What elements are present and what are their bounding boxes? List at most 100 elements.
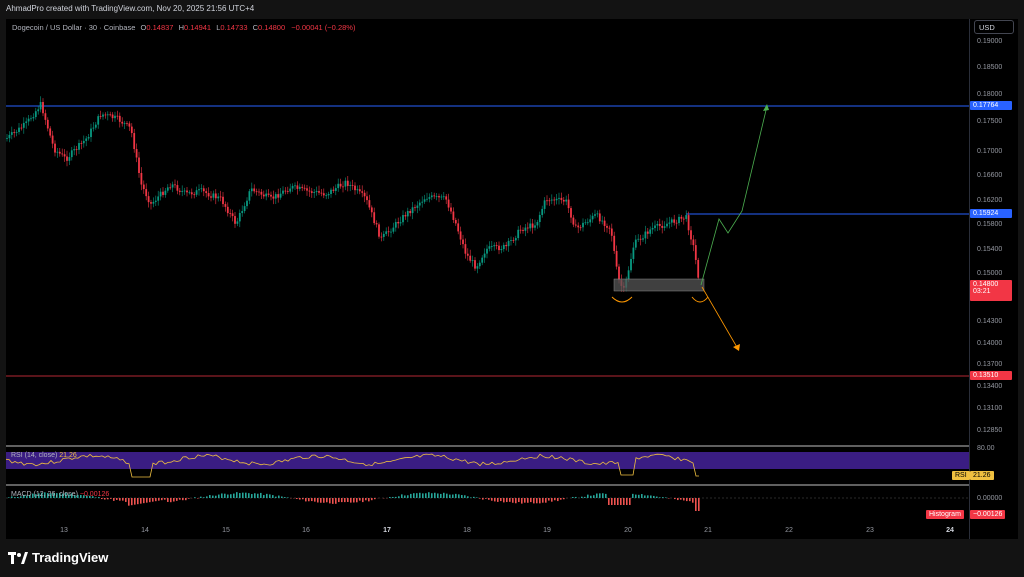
chart-canvas[interactable] — [5, 19, 969, 539]
candle-body — [363, 192, 366, 197]
macd-bar — [581, 496, 583, 498]
candle-body — [284, 190, 287, 192]
candle-body — [663, 226, 666, 228]
candle-body — [291, 185, 294, 189]
price-chart[interactable] — [5, 19, 969, 539]
macd-bar — [188, 498, 190, 499]
macd-bar — [248, 493, 250, 498]
macd-bar — [632, 493, 634, 498]
candle-body — [666, 223, 668, 227]
symbol-legend[interactable]: Dogecoin / US Dollar · 30 · Coinbase O0.… — [12, 23, 356, 32]
candle-body — [296, 185, 299, 189]
symbol-name[interactable]: Dogecoin / US Dollar · 30 · Coinbase — [12, 23, 136, 32]
candle-body — [308, 190, 311, 192]
macd-bar — [14, 497, 16, 498]
candle-body — [486, 248, 488, 254]
macd-bar — [365, 498, 367, 501]
macd-bar — [467, 496, 469, 498]
candle-body — [152, 201, 155, 204]
candle-body — [13, 132, 16, 133]
candle-body — [421, 201, 424, 203]
macd-bar — [452, 494, 454, 498]
macd-bar — [326, 498, 328, 503]
candle-body — [258, 191, 260, 193]
candle-body — [63, 154, 66, 157]
macd-bar — [437, 493, 439, 498]
candle-body — [546, 200, 548, 202]
macd-bar — [203, 497, 205, 498]
macd-bar — [665, 497, 667, 498]
candle-body — [58, 151, 61, 154]
candle-body — [442, 196, 445, 198]
macd-bar — [650, 495, 652, 498]
candle-body — [195, 190, 198, 195]
macd-bar — [116, 498, 118, 500]
macd-bar — [662, 497, 664, 498]
candle-body — [493, 245, 496, 247]
change-value: −0.00041 (−0.28%) — [291, 23, 356, 32]
macd-bar — [602, 493, 604, 498]
candle-body — [277, 194, 280, 198]
macd-bar — [479, 498, 481, 499]
candle-body — [673, 219, 676, 223]
currency-button[interactable]: USD — [974, 20, 1014, 34]
candle-body — [555, 198, 558, 201]
candle-body — [90, 128, 92, 138]
candle-body — [519, 229, 522, 231]
macd-bar — [584, 496, 586, 498]
macd-bar — [80, 494, 82, 498]
candle-body — [382, 233, 385, 237]
candle-body — [594, 214, 596, 216]
candle-body — [49, 128, 52, 136]
candle-body — [260, 191, 263, 195]
macd-bar — [260, 492, 262, 498]
candle-body — [286, 191, 289, 192]
price-tick: 0.13100 — [977, 405, 1003, 412]
macd-bar — [359, 498, 361, 501]
macd-bar — [518, 498, 520, 503]
candle-body — [637, 238, 640, 240]
macd-bar — [428, 492, 430, 498]
candle-body — [42, 102, 44, 114]
candle-body — [68, 157, 71, 161]
macd-bar — [338, 498, 340, 503]
macd-bar — [224, 493, 226, 498]
candle-body — [109, 114, 112, 116]
candle-body — [87, 137, 90, 139]
macd-bar — [347, 498, 349, 502]
candle-body — [270, 194, 272, 197]
price-tick: 0.13700 — [977, 361, 1003, 368]
macd-bar — [407, 495, 409, 498]
macd-label[interactable]: MACD (12, 26, close) −0.00126 — [11, 491, 110, 498]
macd-bar — [611, 498, 613, 505]
candle-body — [111, 114, 114, 119]
candle-body — [495, 245, 498, 246]
macd-bar — [269, 494, 271, 498]
candle-body — [142, 184, 145, 190]
macd-bar — [194, 497, 196, 498]
macd-bar — [56, 493, 58, 498]
candle-body — [80, 143, 83, 144]
candle-body — [246, 200, 248, 207]
macd-bar — [404, 495, 406, 498]
macd-bar — [38, 493, 40, 498]
candle-body — [56, 151, 59, 153]
macd-bar — [629, 498, 631, 505]
macd-bar — [263, 495, 265, 498]
candle-body — [430, 195, 433, 198]
macd-bar — [425, 493, 427, 498]
macd-bar — [98, 496, 100, 498]
candle-body — [183, 190, 186, 192]
candle-body — [368, 200, 371, 208]
candle-body — [591, 215, 594, 220]
macd-bar — [125, 498, 127, 502]
price-tick: 0.15000 — [977, 270, 1003, 277]
macd-bar — [509, 498, 511, 502]
rsi-label[interactable]: RSI (14, close) 21.26 — [11, 452, 77, 459]
macd-bar — [284, 497, 286, 498]
candle-body — [603, 220, 606, 226]
candle-body — [474, 260, 476, 269]
candle-body — [325, 195, 328, 197]
rsi-band — [6, 452, 969, 469]
candle-body — [73, 149, 76, 151]
